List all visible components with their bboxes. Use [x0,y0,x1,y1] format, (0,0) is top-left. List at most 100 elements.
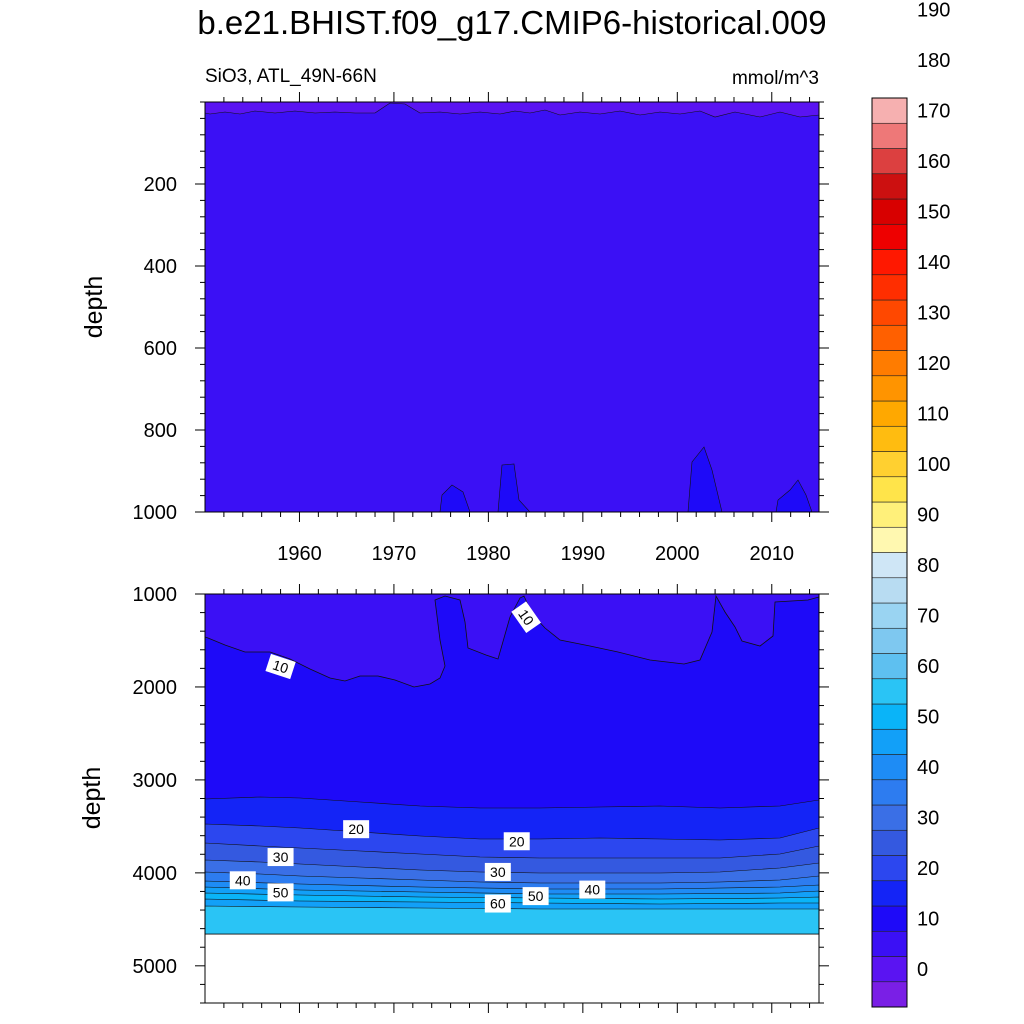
contour-label: 20 [343,820,370,839]
contour-label: 30 [267,848,294,867]
colorbar-swatch [871,400,908,427]
lower-axis-ticks: 1000 2000 3000 4000 5000 [133,584,829,1013]
colorbar-swatch [871,122,908,149]
colorbar-label: 40 [917,757,939,779]
upper-y-tick-label: 800 [144,420,177,442]
svg-text:40: 40 [235,872,251,888]
upper-x-tick-label: 2010 [750,543,795,565]
colorbar-swatch [871,451,908,478]
upper-x-tick-label: 2000 [655,543,700,565]
colorbar-label: 170 [917,101,950,123]
lower-fill-0-10-top [205,594,819,688]
svg-text:20: 20 [509,833,525,849]
colorbar-swatch [871,350,908,377]
contour-label: 40 [229,871,256,890]
colorbar-swatch [871,173,908,200]
contour-label: 50 [522,887,549,906]
colorbar-swatch [871,526,908,553]
upper-intrusion-2002 [687,446,723,512]
colorbar-swatch [871,249,908,276]
colorbar-label: 90 [917,505,939,527]
colorbar-swatch [871,375,908,402]
colorbar-swatch [871,754,908,781]
colorbar-label: 0 [917,959,928,981]
colorbar-swatch [871,577,908,604]
colorbar-label: 60 [917,656,939,678]
colorbar-swatch [871,97,908,124]
svg-text:60: 60 [490,896,506,912]
colorbar-label: 190 [917,0,950,22]
svg-text:30: 30 [490,864,506,880]
upper-x-tick-label: 1970 [372,543,417,565]
colorbar-label: 20 [917,858,939,880]
colorbar-label: 180 [917,50,950,72]
contour-label: 30 [484,862,511,881]
lower-y-tick-label: 1000 [133,584,178,606]
contour-label: 10 [511,601,541,634]
upper-axis-ticks: 1960 1970 1980 1990 2000 2010 200 400 600 800 1000 [133,92,829,565]
variable-region-label: SiO3, ATL_49N-66N [205,66,377,87]
chart-title: b.e21.BHIST.f09_g17.CMIP6-historical.009 [197,4,827,41]
colorbar-label: 150 [917,202,950,224]
colorbar-label: 100 [917,454,950,476]
colorbar-swatch [871,880,908,907]
upper-y-tick-label: 200 [144,174,177,196]
colorbar-swatch [871,855,908,882]
upper-intrusion-1982 [497,463,531,512]
upper-intrusion-1976 [439,484,471,512]
contour-label: 20 [503,832,530,851]
colorbar-swatch [871,274,908,301]
upper-intrusion-2012 [775,479,813,512]
svg-text:50: 50 [273,884,289,900]
colorbar-swatch [871,930,908,957]
colorbar-swatch [871,703,908,730]
colorbar-label: 30 [917,808,939,830]
colorbar-label: 110 [917,404,949,426]
upper-fill-5-10 [205,102,819,512]
colorbar-label: 130 [917,303,950,325]
colorbar-swatch [871,804,908,831]
colorbar-swatch [871,223,908,250]
lower-y-tick-label: 5000 [133,956,178,978]
colorbar-label: 10 [917,909,939,931]
colorbar-swatch [871,476,908,503]
colorbar-label: 160 [917,151,950,173]
colorbar-swatch [871,501,908,528]
colorbar-label: 80 [917,555,939,577]
colorbar-swatch [871,198,908,225]
colorbar-swatch [871,552,908,579]
upper-y-tick-label: 600 [144,338,177,360]
lower-y-tick-label: 3000 [133,770,178,792]
colorbar-swatch [871,956,908,983]
colorbar-swatch [871,981,908,1008]
contour-label: 60 [484,894,511,913]
colorbar-swatch [871,653,908,680]
colorbar-swatch [871,148,908,175]
units-label: mmol/m^3 [731,68,819,89]
colorbar-swatch [871,678,908,705]
svg-text:30: 30 [273,849,289,865]
colorbar-swatch [871,829,908,856]
colorbar-label: 70 [917,606,939,628]
upper-ylabel: depth [80,276,108,339]
colorbar-swatch [871,779,908,806]
lower-y-tick-label: 2000 [133,677,178,699]
colorbar-swatch [871,602,908,629]
svg-text:40: 40 [585,882,601,898]
upper-x-tick-label: 1990 [561,543,606,565]
upper-panel: depth 1960 1970 1980 1990 2000 2010 200 400 600 8… [80,92,829,565]
lower-band-60-65 [205,905,819,935]
lower-ylabel: depth [78,767,106,830]
colorbar-swatch [871,425,908,452]
contour-label: 10 [265,653,296,680]
upper-x-tick-label: 1960 [277,543,322,565]
upper-x-tick-label: 1980 [466,543,511,565]
lower-y-tick-label: 4000 [133,863,178,885]
upper-y-tick-label: 1000 [133,502,178,524]
colorbar-label: 140 [917,252,950,274]
upper-frame [204,101,820,513]
contour-label: 40 [579,880,606,899]
svg-text:20: 20 [348,821,364,837]
